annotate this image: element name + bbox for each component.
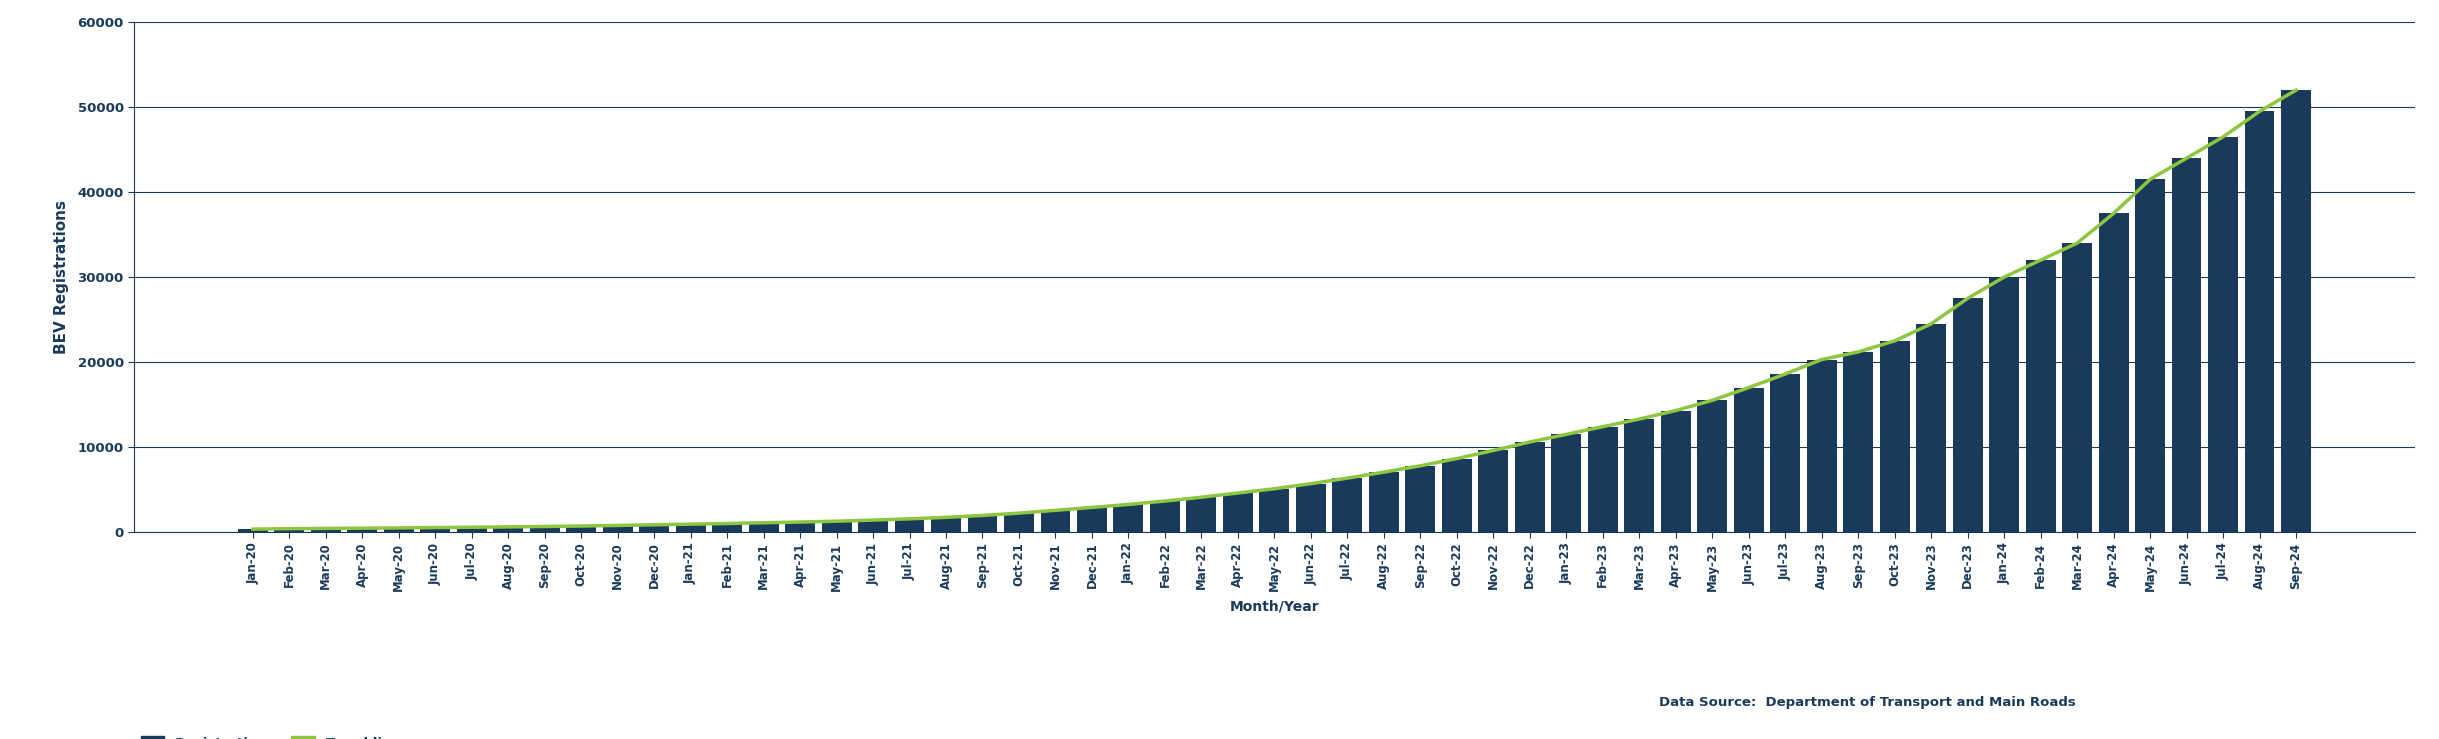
Bar xyxy=(1551,435,1580,532)
Bar xyxy=(1807,360,1837,532)
Bar xyxy=(895,519,924,532)
Text: Data Source:  Department of Transport and Main Roads: Data Source: Department of Transport and… xyxy=(1659,696,2076,709)
Bar xyxy=(310,528,341,532)
Bar xyxy=(1734,387,1763,532)
Bar xyxy=(1771,374,1800,532)
Bar xyxy=(273,528,305,532)
Bar xyxy=(346,528,378,532)
Bar xyxy=(493,527,522,532)
Bar xyxy=(822,521,851,532)
Bar xyxy=(2027,260,2056,532)
Bar xyxy=(1661,411,1690,532)
Bar xyxy=(1624,419,1654,532)
Bar xyxy=(932,517,961,532)
Bar xyxy=(2061,243,2093,532)
Bar xyxy=(1295,483,1327,532)
Bar xyxy=(1844,352,1873,532)
Bar xyxy=(529,526,559,532)
Bar xyxy=(1259,488,1290,532)
Bar xyxy=(237,529,268,532)
Bar xyxy=(1515,442,1544,532)
Bar xyxy=(1222,493,1254,532)
Bar xyxy=(1990,277,2019,532)
Bar xyxy=(1478,451,1507,532)
Bar xyxy=(2171,158,2202,532)
Bar xyxy=(1115,505,1144,532)
Bar xyxy=(712,523,741,532)
Bar xyxy=(1041,511,1071,532)
Bar xyxy=(602,525,632,532)
Bar xyxy=(420,528,451,532)
Bar xyxy=(1149,501,1180,532)
Bar xyxy=(1405,466,1434,532)
Bar xyxy=(1005,513,1034,532)
Bar xyxy=(383,528,415,532)
Bar xyxy=(1954,299,1983,532)
Bar xyxy=(1880,341,1910,532)
Bar xyxy=(749,522,778,532)
Bar xyxy=(1185,497,1217,532)
Legend: Registrations, Trend line: Registrations, Trend line xyxy=(141,737,400,739)
Y-axis label: BEV Registrations: BEV Registrations xyxy=(54,200,68,354)
Bar xyxy=(2098,214,2129,532)
Bar xyxy=(785,522,815,532)
Bar xyxy=(1441,459,1471,532)
Bar xyxy=(676,524,705,532)
Bar xyxy=(1698,401,1727,532)
Bar xyxy=(859,520,888,532)
Bar xyxy=(1368,472,1400,532)
Bar xyxy=(1332,478,1363,532)
Bar xyxy=(639,525,668,532)
Bar xyxy=(1078,508,1107,532)
Bar xyxy=(2280,90,2310,532)
Bar xyxy=(2244,112,2276,532)
Bar xyxy=(1917,324,1946,532)
Bar xyxy=(968,515,998,532)
Bar xyxy=(456,527,488,532)
Bar xyxy=(1588,426,1617,532)
Bar xyxy=(2207,137,2239,532)
Bar xyxy=(2134,180,2166,532)
X-axis label: Month/Year: Month/Year xyxy=(1229,599,1319,613)
Bar xyxy=(566,526,595,532)
